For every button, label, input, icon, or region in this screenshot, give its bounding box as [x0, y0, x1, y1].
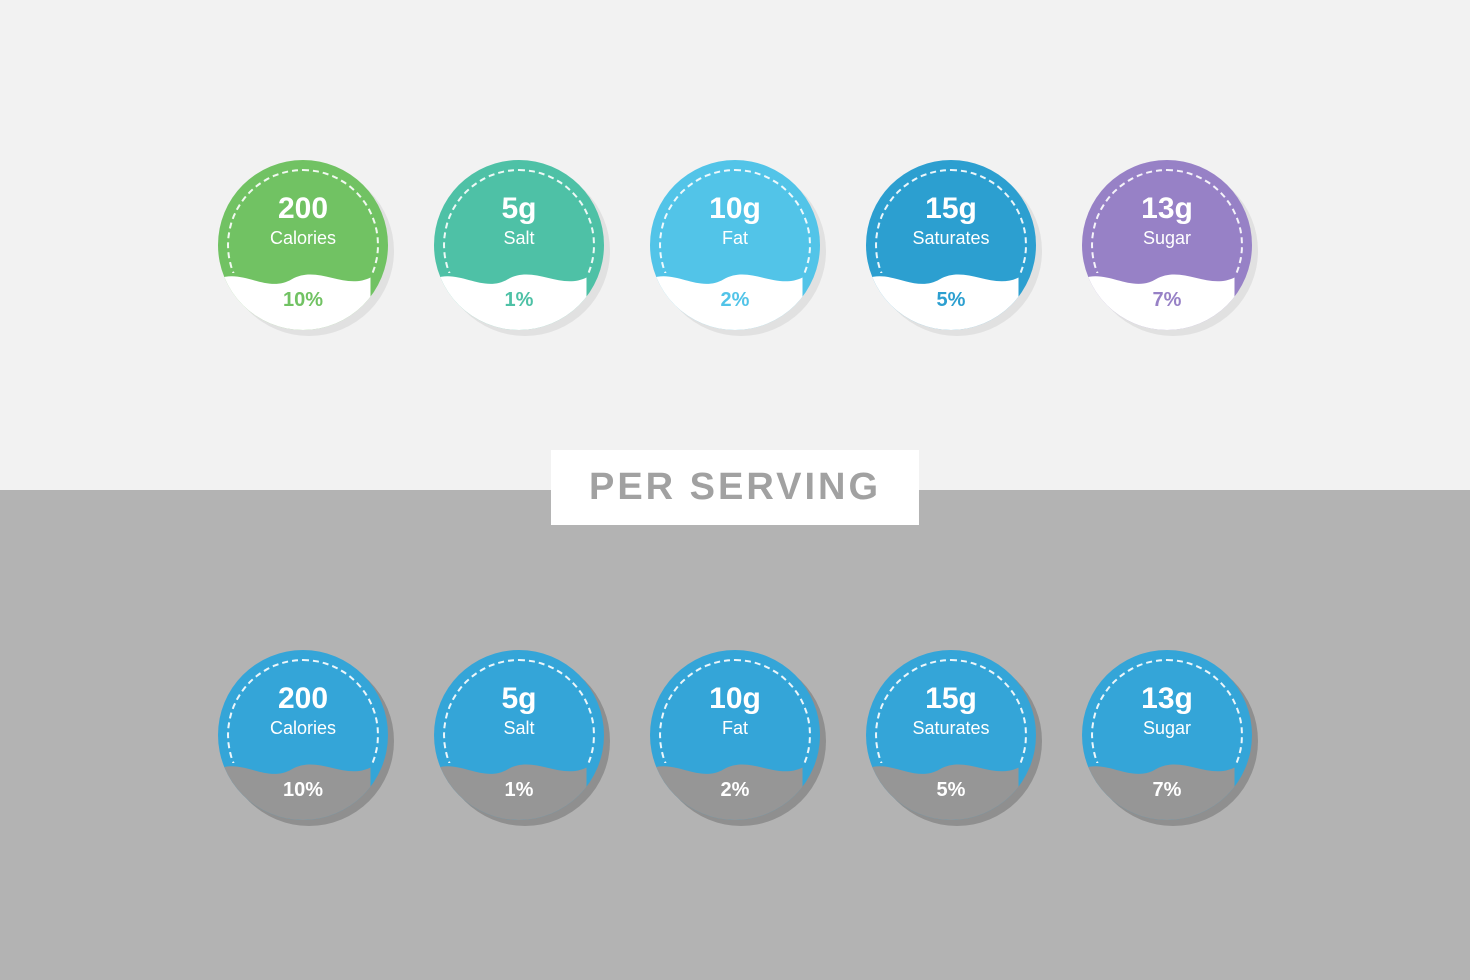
badge-salt: 5gSalt 1% [434, 650, 604, 820]
badge-label: Salt [503, 228, 534, 249]
badge-fat: 10gFat 2% [650, 160, 820, 330]
badge-label: Fat [722, 228, 748, 249]
badge-value: 5g [501, 682, 536, 716]
badge-saturates: 15gSaturates 5% [866, 160, 1036, 330]
bottom-badge-row: 200Calories 10% 5gSalt 1% 10gFat 2% 15gSaturat… [218, 650, 1252, 820]
badge-value: 10g [709, 192, 761, 226]
badge-value: 13g [1141, 682, 1193, 716]
badge-calories: 200Calories 10% [218, 650, 388, 820]
badge-percent: 7% [1082, 289, 1252, 312]
badge-percent: 5% [866, 289, 1036, 312]
badge-percent: 10% [218, 779, 388, 802]
badge-percent: 2% [650, 779, 820, 802]
badge-label: Fat [722, 718, 748, 739]
badge-percent: 2% [650, 289, 820, 312]
badge-value: 5g [501, 192, 536, 226]
badge-percent: 1% [434, 289, 604, 312]
badge-value: 200 [278, 192, 328, 226]
badge-label: Saturates [912, 228, 989, 249]
badge-percent: 10% [218, 289, 388, 312]
badge-saturates: 15gSaturates 5% [866, 650, 1036, 820]
badge-percent: 7% [1082, 779, 1252, 802]
badge-value: 15g [925, 682, 977, 716]
badge-sugar: 13gSugar 7% [1082, 160, 1252, 330]
badge-value: 10g [709, 682, 761, 716]
badge-salt: 5gSalt 1% [434, 160, 604, 330]
badge-value: 15g [925, 192, 977, 226]
top-section: 200Calories 10% 5gSalt 1% 10gFat 2% 15gSaturat… [0, 0, 1470, 490]
badge-value: 200 [278, 682, 328, 716]
badge-label: Sugar [1143, 228, 1191, 249]
badge-value: 13g [1141, 192, 1193, 226]
top-badge-row: 200Calories 10% 5gSalt 1% 10gFat 2% 15gSaturat… [218, 160, 1252, 330]
title-box: PER SERVING [551, 450, 919, 525]
badge-label: Saturates [912, 718, 989, 739]
title-text: PER SERVING [589, 466, 881, 509]
badge-calories: 200Calories 10% [218, 160, 388, 330]
badge-percent: 1% [434, 779, 604, 802]
badge-sugar: 13gSugar 7% [1082, 650, 1252, 820]
badge-label: Calories [270, 718, 336, 739]
badge-label: Sugar [1143, 718, 1191, 739]
bottom-section: 200Calories 10% 5gSalt 1% 10gFat 2% 15gSaturat… [0, 490, 1470, 980]
badge-label: Calories [270, 228, 336, 249]
badge-percent: 5% [866, 779, 1036, 802]
badge-label: Salt [503, 718, 534, 739]
badge-fat: 10gFat 2% [650, 650, 820, 820]
